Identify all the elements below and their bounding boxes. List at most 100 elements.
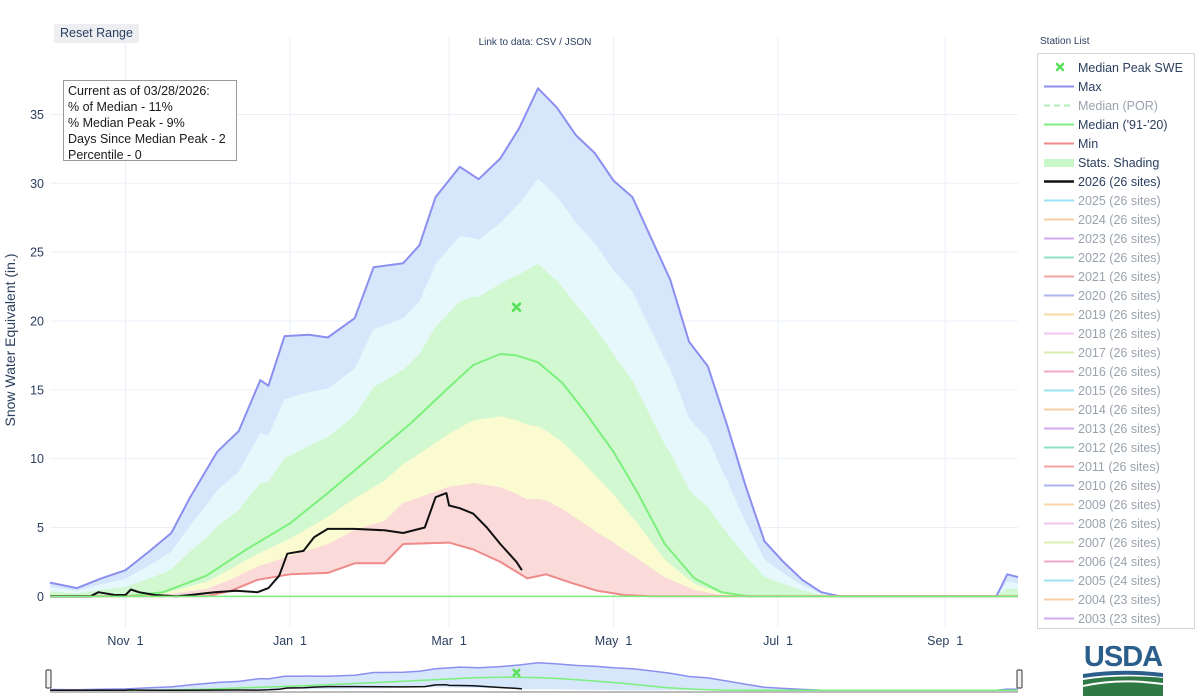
legend-label: 2015 (26 sites) (1078, 383, 1161, 398)
legend-symbol (1044, 541, 1074, 544)
legend-label: Stats. Shading (1078, 155, 1160, 170)
legend-label: 2011 (26 sites) (1078, 459, 1160, 474)
legend-item[interactable]: 2011 (26 sites) (1038, 457, 1194, 476)
y-tick-label: 15 (30, 383, 44, 397)
legend-label: 2020 (26 sites) (1078, 288, 1161, 303)
slider-line (50, 683, 522, 692)
legend-label: 2006 (24 sites) (1078, 554, 1161, 569)
swe-chart[interactable]: 0 5 10 15 20 25 30 35 Nov 1 Jan 1 Mar 1 May 1 Jul 1 S… (0, 0, 1030, 700)
legend-item[interactable]: 2022 (26 sites) (1038, 248, 1194, 267)
legend-symbol (1044, 159, 1074, 167)
median-peak-marker (512, 668, 521, 677)
x-tick-label: May 1 (595, 634, 633, 648)
legend-item[interactable]: Median ('91-'20) (1038, 115, 1194, 134)
svg-text:USDA: USDA (1084, 641, 1163, 673)
median-peak-markers (511, 302, 522, 313)
legend-label: 2005 (24 sites) (1078, 573, 1161, 588)
legend-label: 2024 (26 sites) (1078, 212, 1161, 227)
legend-item[interactable]: 2013 (26 sites) (1038, 419, 1194, 438)
legend-label: 2004 (23 sites) (1078, 592, 1161, 607)
x-tick-label: Jan 1 (273, 634, 307, 648)
legend-label: 2023 (26 sites) (1078, 231, 1161, 246)
legend-item[interactable]: Median Peak SWE (1038, 58, 1194, 77)
legend-symbol (1044, 484, 1074, 487)
slider-handle[interactable] (45, 669, 52, 689)
legend-symbol (1044, 408, 1074, 411)
data-link[interactable]: Link to data: CSV / JSON (478, 37, 592, 48)
legend-item[interactable]: 2004 (23 sites) (1038, 590, 1194, 609)
legend-item[interactable]: 2015 (26 sites) (1038, 381, 1194, 400)
legend-item[interactable]: 2017 (26 sites) (1038, 343, 1194, 362)
legend-item[interactable]: 2014 (26 sites) (1038, 400, 1194, 419)
legend-item[interactable]: 2010 (26 sites) (1038, 476, 1194, 495)
legend-label: Min (1078, 136, 1099, 151)
legend-item[interactable]: 2026 (26 sites) (1038, 172, 1194, 191)
legend-label: 2022 (26 sites) (1078, 250, 1161, 265)
legend-item[interactable]: 2005 (24 sites) (1038, 571, 1194, 590)
legend-item[interactable]: 2003 (23 sites) (1038, 609, 1194, 628)
median-peak-marker (511, 302, 522, 313)
slider-band (50, 662, 1018, 691)
legend-symbol (1044, 294, 1074, 297)
legend-label: 2016 (26 sites) (1078, 364, 1161, 379)
chart-legend: Median Peak SWE Max Median (POR) Median ('9… (1037, 53, 1195, 629)
status-line: Current as of 03/28/2026: (68, 84, 210, 98)
x-tick-label: Mar 1 (431, 634, 466, 648)
legend-label: 2012 (26 sites) (1078, 440, 1161, 455)
legend-label: Max (1078, 79, 1102, 94)
legend-symbol (1044, 142, 1074, 145)
legend-label: 2017 (26 sites) (1078, 345, 1161, 360)
range-slider[interactable] (45, 662, 1023, 693)
x-tick-label: Jul 1 (763, 634, 793, 648)
legend-symbol (1044, 104, 1074, 107)
legend-item[interactable]: 2009 (26 sites) (1038, 495, 1194, 514)
legend-item[interactable]: 2021 (26 sites) (1038, 267, 1194, 286)
status-line: % of Median - 11% (68, 100, 173, 114)
legend-item[interactable]: 2023 (26 sites) (1038, 229, 1194, 248)
legend-item[interactable]: Max (1038, 77, 1194, 96)
legend-symbol (1044, 522, 1074, 525)
legend-item[interactable]: 2020 (26 sites) (1038, 286, 1194, 305)
series-line (50, 492, 523, 598)
station-list-link[interactable]: Station List (1040, 36, 1090, 47)
y-tick-label: 30 (30, 177, 44, 191)
series-line (50, 353, 1018, 598)
legend-item[interactable]: 2008 (26 sites) (1038, 514, 1194, 533)
status-line: % Median Peak - 9% (68, 116, 185, 130)
legend-item[interactable]: 2007 (26 sites) (1038, 533, 1194, 552)
legend-symbol (1044, 579, 1074, 582)
legend-item[interactable]: 2024 (26 sites) (1038, 210, 1194, 229)
slider-handle[interactable] (1016, 669, 1023, 689)
legend-symbol (1044, 560, 1074, 563)
legend-symbol (1044, 85, 1074, 88)
legend-label: Median Peak SWE (1078, 60, 1183, 75)
legend-item[interactable]: 2019 (26 sites) (1038, 305, 1194, 324)
legend-item[interactable]: Median (POR) (1038, 96, 1194, 115)
legend-symbol (1044, 598, 1074, 601)
series-line (50, 541, 1018, 598)
y-tick-label: 25 (30, 246, 44, 260)
legend-item[interactable]: 2006 (24 sites) (1038, 552, 1194, 571)
y-tick-label: 10 (30, 452, 44, 466)
reset-range-button[interactable]: Reset Range (54, 24, 139, 43)
legend-item[interactable]: 2018 (26 sites) (1038, 324, 1194, 343)
x-tick-label: Nov 1 (107, 634, 143, 648)
slider-line (49, 662, 1019, 692)
current-status-box: Current as of 03/28/2026: % of Median - … (63, 80, 237, 162)
legend-symbol (1044, 351, 1074, 354)
legend-item[interactable]: 2012 (26 sites) (1038, 438, 1194, 457)
legend-symbol (1044, 617, 1074, 620)
legend-label: 2009 (26 sites) (1078, 497, 1161, 512)
legend-label: 2019 (26 sites) (1078, 307, 1161, 322)
legend-item[interactable]: 2025 (26 sites) (1038, 191, 1194, 210)
slider-line (50, 676, 1018, 692)
legend-item[interactable]: Min (1038, 134, 1194, 153)
legend-symbol (1044, 370, 1074, 373)
legend-symbol (1044, 256, 1074, 259)
legend-item[interactable]: Stats. Shading (1038, 153, 1194, 172)
legend-label: 2010 (26 sites) (1078, 478, 1161, 493)
legend-symbol (1044, 332, 1074, 335)
legend-item[interactable]: 2016 (26 sites) (1038, 362, 1194, 381)
y-tick-label: 5 (37, 521, 44, 535)
legend-symbol (1044, 446, 1074, 449)
